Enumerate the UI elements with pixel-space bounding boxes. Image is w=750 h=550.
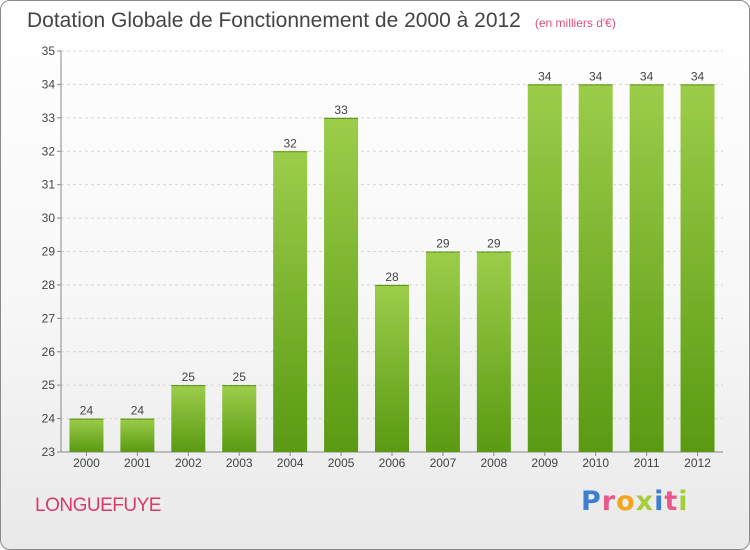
y-tick-label: 35 — [42, 44, 56, 58]
x-tick-label: 2011 — [634, 456, 660, 470]
bar — [171, 385, 206, 452]
data-label: 34 — [538, 69, 552, 83]
data-label: 24 — [131, 404, 145, 418]
x-tick-label: 2003 — [226, 456, 253, 470]
y-tick-label: 29 — [42, 245, 56, 259]
x-tick-label: 2009 — [531, 456, 558, 470]
x-tick-label: 2004 — [277, 456, 304, 470]
bar — [324, 117, 359, 452]
bar — [680, 84, 715, 453]
bar — [527, 84, 562, 453]
y-tick-label: 24 — [42, 412, 56, 426]
bar — [425, 251, 460, 452]
bar — [578, 84, 613, 453]
data-label: 25 — [233, 370, 247, 384]
y-tick-label: 32 — [42, 144, 56, 158]
data-label: 33 — [334, 103, 348, 117]
data-label: 29 — [436, 237, 450, 251]
chart-title: Dotation Globale de Fonctionnement de 20… — [27, 9, 616, 33]
data-label: 25 — [182, 370, 196, 384]
y-tick-label: 30 — [42, 211, 56, 225]
labels: 24 2000 24 2001 25 2002 25 2003 32 2004 33 2005 28 20… — [73, 69, 711, 470]
y-tick-label: 28 — [42, 278, 56, 292]
y-tick-label: 31 — [42, 178, 56, 192]
x-tick-label: 2005 — [328, 456, 355, 470]
bar — [222, 385, 257, 452]
axes: 23 24 25 26 27 28 29 30 31 32 33 34 35 — [42, 44, 723, 459]
data-label: 34 — [640, 69, 654, 83]
x-tick-label: 2000 — [73, 456, 100, 470]
data-label: 28 — [385, 270, 399, 284]
bar — [120, 418, 155, 452]
bar — [273, 151, 308, 452]
y-tick-label: 34 — [42, 77, 56, 91]
bar — [375, 284, 409, 452]
data-label: 34 — [589, 69, 603, 83]
y-tick-label: 26 — [42, 345, 56, 359]
bar — [476, 251, 511, 452]
x-tick-label: 2006 — [379, 456, 406, 470]
y-tick-label: 25 — [42, 378, 56, 392]
y-tick-label: 23 — [42, 445, 56, 459]
y-tick-label: 27 — [42, 311, 56, 325]
x-tick-label: 2001 — [124, 456, 151, 470]
x-tick-label: 2010 — [582, 456, 609, 470]
data-label: 34 — [691, 69, 705, 83]
bar — [69, 418, 104, 452]
bar — [629, 84, 664, 453]
x-tick-label: 2008 — [480, 456, 507, 470]
commune-name: LONGUEFUYE — [35, 495, 161, 516]
chart-title-text: Dotation Globale de Fonctionnement de 20… — [27, 9, 521, 32]
data-label: 32 — [283, 136, 297, 150]
x-tick-label: 2007 — [430, 456, 457, 470]
x-tick-label: 2012 — [684, 456, 711, 470]
x-tick-label: 2002 — [175, 456, 202, 470]
y-tick-label: 33 — [42, 111, 56, 125]
data-label: 24 — [80, 404, 94, 418]
proxiti-logo: Proxiti — [581, 486, 689, 517]
chart-subtitle: (en milliers d'€) — [534, 16, 616, 30]
bars — [69, 84, 715, 453]
data-label: 29 — [487, 237, 501, 251]
